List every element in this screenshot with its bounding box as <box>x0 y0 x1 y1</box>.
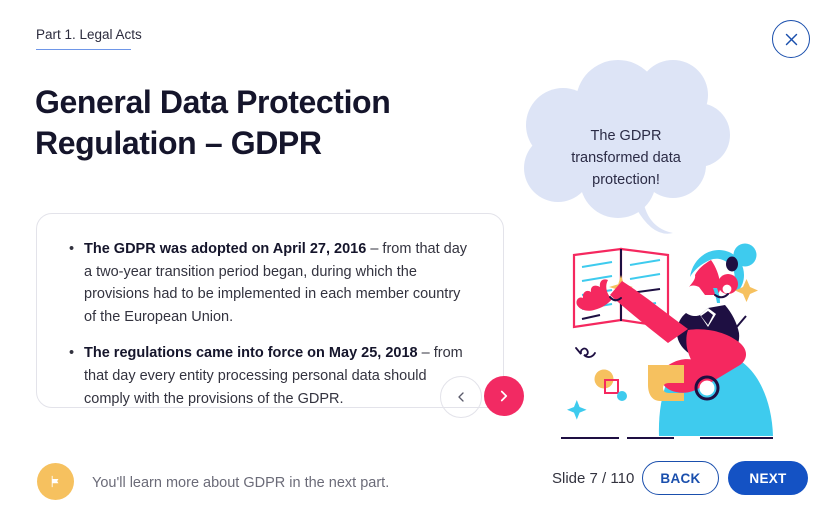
svg-text:transformed data: transformed data <box>571 150 682 166</box>
svg-text:The GDPR: The GDPR <box>591 128 662 144</box>
svg-text:protection!: protection! <box>592 172 660 188</box>
